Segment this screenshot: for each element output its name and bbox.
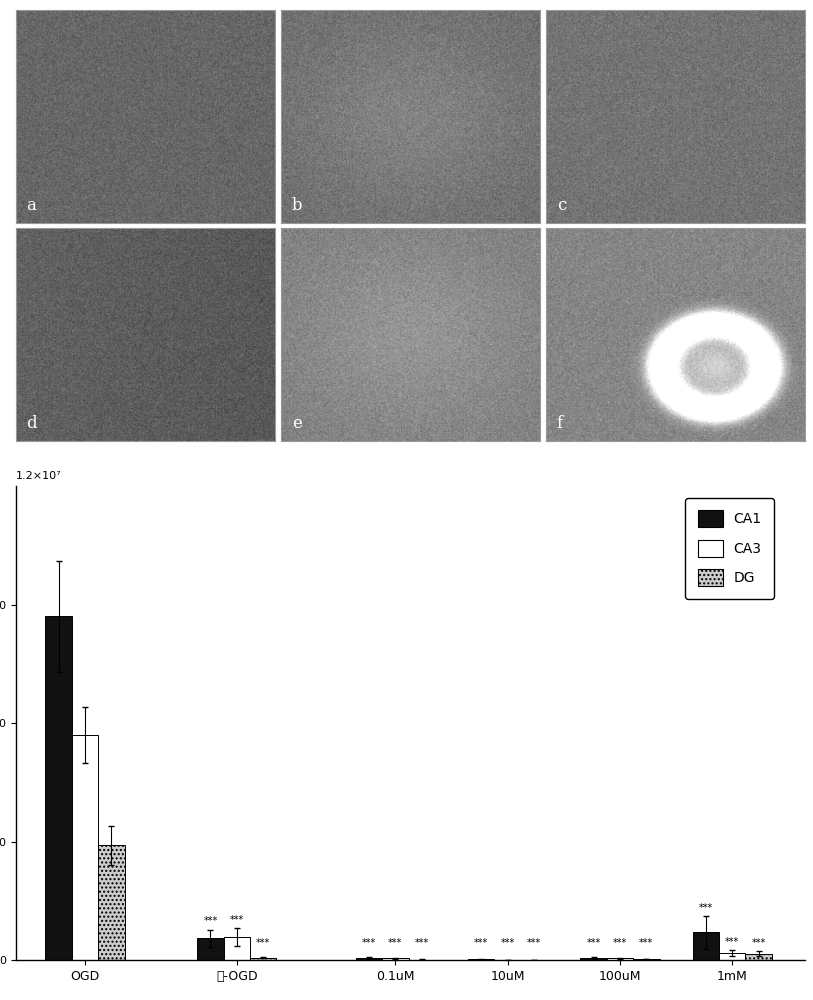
Bar — [98, 845, 124, 960]
Text: ***: *** — [501, 938, 515, 948]
Bar — [693, 932, 719, 960]
Text: c: c — [557, 197, 566, 214]
Text: ***: *** — [474, 938, 489, 948]
Bar — [606, 958, 633, 960]
Bar — [46, 616, 72, 960]
Text: ***: *** — [751, 938, 766, 948]
Text: 1.2×10⁷: 1.2×10⁷ — [16, 471, 62, 481]
Bar — [719, 953, 746, 960]
Text: ***: *** — [613, 938, 627, 948]
Text: ***: *** — [639, 938, 654, 948]
Text: ***: *** — [230, 915, 244, 925]
Text: ***: *** — [527, 938, 541, 948]
Text: e: e — [292, 415, 302, 432]
Text: d: d — [27, 415, 37, 432]
Bar — [224, 937, 250, 960]
Text: ***: *** — [586, 938, 601, 948]
Text: ***: *** — [698, 903, 713, 913]
Text: ***: *** — [362, 938, 376, 948]
Bar — [382, 958, 409, 960]
Text: ***: *** — [389, 938, 402, 948]
Text: a: a — [27, 197, 37, 214]
Text: ***: *** — [256, 938, 271, 948]
Text: ***: *** — [415, 938, 429, 948]
Text: ***: *** — [203, 916, 218, 926]
Bar — [746, 954, 772, 960]
Bar — [250, 958, 276, 960]
Bar — [356, 958, 382, 960]
Text: b: b — [292, 197, 302, 214]
Legend: CA1, CA3, DG: CA1, CA3, DG — [685, 498, 774, 599]
Bar — [198, 938, 224, 960]
Text: f: f — [557, 415, 563, 432]
Bar — [72, 735, 98, 960]
Text: ***: *** — [725, 937, 739, 947]
Bar — [580, 958, 606, 960]
